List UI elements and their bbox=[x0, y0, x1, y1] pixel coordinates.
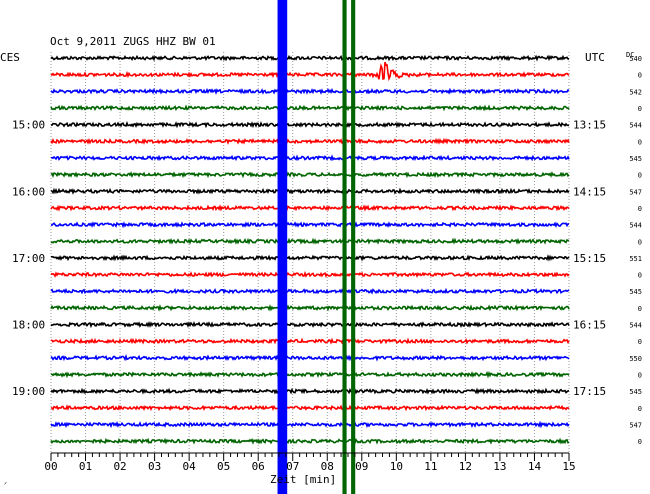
trace-line bbox=[50, 204, 570, 212]
trace-line bbox=[50, 370, 570, 379]
right-timezone-label: UTC bbox=[585, 51, 605, 64]
dc-value-label: 0 bbox=[638, 338, 642, 346]
dc-value-label: 544 bbox=[629, 322, 642, 330]
right-hour-label: 14:15 bbox=[573, 185, 606, 198]
trace-line bbox=[50, 270, 570, 279]
dc-value-label: 551 bbox=[629, 255, 642, 263]
x-tick-label: 03 bbox=[148, 460, 161, 473]
right-hour-label: 15:15 bbox=[573, 252, 606, 265]
dc-value-label: 0 bbox=[638, 72, 642, 80]
x-tick-label: 09 bbox=[355, 460, 368, 473]
trace-line bbox=[50, 304, 570, 312]
data-gap-bar bbox=[342, 0, 347, 494]
dc-value-label: 544 bbox=[629, 222, 642, 230]
trace-line bbox=[50, 154, 570, 162]
corner-mark: ᐟ bbox=[4, 481, 7, 489]
left-hour-label: 15:00 bbox=[12, 119, 45, 132]
dc-value-label: 545 bbox=[629, 288, 642, 296]
data-gaps bbox=[277, 0, 356, 494]
x-tick-label: 05 bbox=[217, 460, 230, 473]
x-tick-label: 07 bbox=[286, 460, 299, 473]
x-tick-label: 12 bbox=[459, 460, 472, 473]
x-tick-label: 01 bbox=[79, 460, 92, 473]
dc-value-label: 550 bbox=[629, 355, 642, 363]
trace-line bbox=[50, 221, 569, 229]
trace-line bbox=[50, 137, 570, 145]
left-time-labels: 15:00 16:00 17:00 18:00 19:00 bbox=[12, 119, 45, 399]
seismic-traces bbox=[50, 54, 570, 445]
dc-value-label: 0 bbox=[638, 138, 642, 146]
trace-line bbox=[50, 254, 570, 262]
dc-value-label: 542 bbox=[629, 88, 642, 96]
left-hour-label: 18:00 bbox=[12, 319, 45, 332]
dc-header-label: DC bbox=[626, 51, 634, 59]
x-tick-label: 02 bbox=[113, 460, 126, 473]
dc-value-label: 547 bbox=[629, 422, 642, 430]
x-tick-label: 10 bbox=[390, 460, 403, 473]
dc-value-label: 0 bbox=[638, 372, 642, 380]
trace-line bbox=[50, 404, 570, 412]
x-tick-label: 14 bbox=[528, 460, 542, 473]
trace-line bbox=[50, 54, 570, 62]
trace-line bbox=[50, 61, 570, 82]
left-hour-label: 19:00 bbox=[12, 385, 45, 398]
dc-value-label: 547 bbox=[629, 188, 642, 196]
x-tick-label: 06 bbox=[252, 460, 265, 473]
trace-line bbox=[50, 287, 570, 295]
dc-value-label: 544 bbox=[629, 122, 642, 130]
x-tick-label: 08 bbox=[321, 460, 334, 473]
x-tick-label: 00 bbox=[44, 460, 57, 473]
x-axis-label: Zeit [min] bbox=[270, 473, 336, 486]
dc-value-label: 545 bbox=[629, 155, 642, 163]
x-tick-label: 13 bbox=[493, 460, 506, 473]
dc-offset-labels: 540 0 542 0 544 0 545 0 547 0 544 0 551 0 545 0 544 0 550 0… bbox=[629, 55, 642, 446]
trace-line bbox=[50, 121, 570, 129]
trace-line bbox=[50, 237, 570, 245]
trace-line bbox=[50, 387, 570, 395]
dc-value-label: 545 bbox=[629, 388, 642, 396]
x-tick-label: 04 bbox=[183, 460, 197, 473]
trace-line bbox=[50, 353, 570, 362]
trace-line bbox=[50, 87, 570, 96]
dc-value-label: 0 bbox=[638, 105, 642, 113]
trace-line bbox=[50, 337, 570, 345]
x-tick-label: 15 bbox=[562, 460, 575, 473]
data-gap-bar bbox=[351, 0, 356, 494]
right-time-labels: 13:15 14:15 15:15 16:15 17:15 bbox=[573, 119, 606, 399]
right-hour-label: 13:15 bbox=[573, 119, 606, 132]
dc-value-label: 0 bbox=[638, 305, 642, 313]
left-timezone-label: CES bbox=[0, 51, 20, 64]
dc-value-label: 0 bbox=[638, 238, 642, 246]
dc-value-label: 0 bbox=[638, 272, 642, 280]
chart-title: Oct 9,2011 ZUGS HHZ BW 01 bbox=[50, 35, 216, 48]
vertical-grid-lines bbox=[50, 52, 570, 453]
trace-line bbox=[50, 171, 570, 179]
dc-value-label: 0 bbox=[638, 438, 642, 446]
trace-line bbox=[50, 437, 570, 445]
dc-value-label: 0 bbox=[638, 405, 642, 413]
left-hour-label: 16:00 bbox=[12, 185, 45, 198]
dc-value-label: 0 bbox=[638, 205, 642, 213]
trace-line bbox=[50, 187, 570, 195]
trace-line bbox=[50, 104, 570, 112]
trace-line bbox=[50, 321, 570, 329]
data-gap-bar bbox=[277, 0, 288, 494]
x-axis: 00 01 02 03 04 05 06 07 08 09 10 11 12 13 14 15 bbox=[44, 452, 576, 473]
dc-value-label: 0 bbox=[638, 172, 642, 180]
dc-value-label: 540 bbox=[629, 55, 642, 63]
x-tick-label: 11 bbox=[424, 460, 437, 473]
left-hour-label: 17:00 bbox=[12, 252, 45, 265]
trace-line bbox=[50, 420, 570, 429]
right-hour-label: 16:15 bbox=[573, 319, 606, 332]
right-hour-label: 17:15 bbox=[573, 385, 606, 398]
